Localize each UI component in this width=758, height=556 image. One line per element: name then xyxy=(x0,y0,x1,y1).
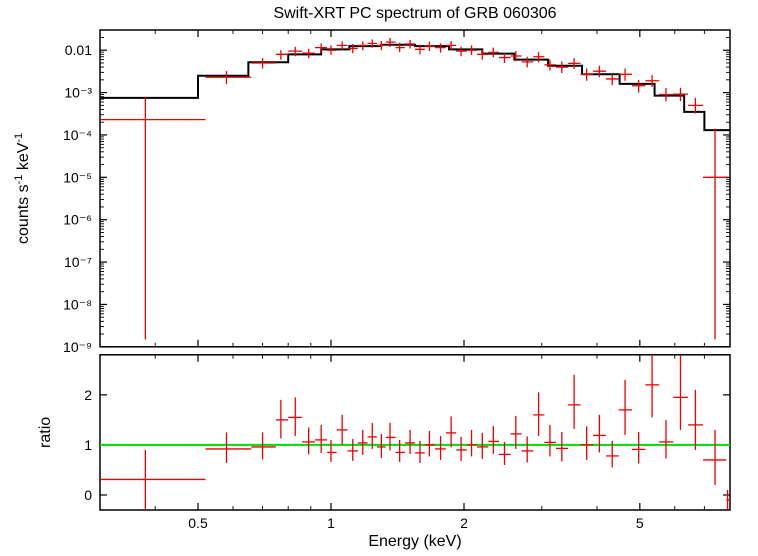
bottom-panel: 0 1 2 0.5 1 2 5 ratio xyxy=(37,355,730,531)
ytick-top: 10⁻⁵ xyxy=(63,169,92,185)
ytick-bottom: 0 xyxy=(84,487,92,503)
xtick: 0.5 xyxy=(188,515,208,531)
xtick: 2 xyxy=(460,515,468,531)
chart-title: Swift-XRT PC spectrum of GRB 060306 xyxy=(273,5,556,22)
xtick: 5 xyxy=(636,515,644,531)
ytick-bottom: 2 xyxy=(84,387,92,403)
ytick-top: 10⁻⁶ xyxy=(63,212,92,228)
ytick-top: 0.01 xyxy=(65,42,92,58)
ylabel-bottom: ratio xyxy=(37,417,54,448)
ytick-top: 10⁻⁷ xyxy=(64,254,92,270)
data-series-ratio xyxy=(100,355,730,510)
ylabel-top: counts s-1 keV-1 xyxy=(13,133,32,244)
model-line xyxy=(100,45,730,130)
ytick-top: 10⁻⁹ xyxy=(63,339,92,355)
spectrum-chart: Swift-XRT PC spectrum of GRB 06030610⁻⁹1… xyxy=(0,0,758,556)
ytick-top: 10⁻⁸ xyxy=(63,296,92,312)
xlabel: Energy (keV) xyxy=(368,533,461,550)
chart-svg: Swift-XRT PC spectrum of GRB 06030610⁻⁹1… xyxy=(0,0,758,556)
ytick-top: 10⁻⁴ xyxy=(63,127,92,143)
top-panel: 10⁻⁹ 10⁻⁸ 10⁻⁷ 10⁻⁶ 10⁻⁵ 10⁻⁴ 10⁻³ 0.01 counts s… xyxy=(13,30,730,355)
ytick-top: 10⁻³ xyxy=(64,85,92,101)
ytick-bottom: 1 xyxy=(84,437,92,453)
xtick: 1 xyxy=(327,515,335,531)
